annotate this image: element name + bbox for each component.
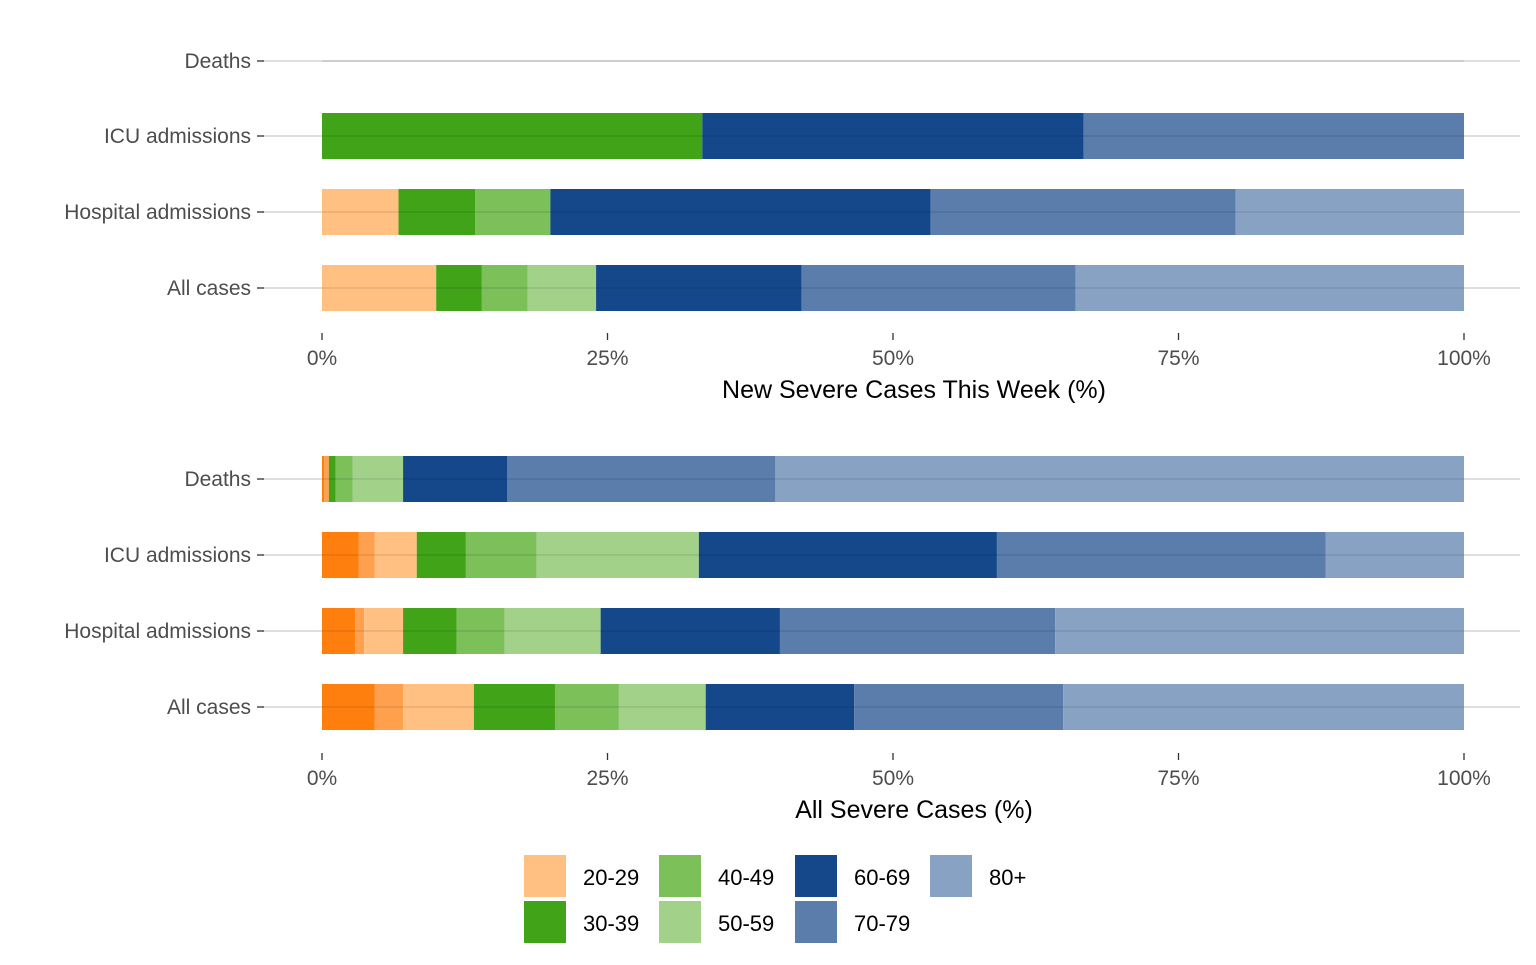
legend-swatch — [524, 855, 566, 897]
bar-segment — [1075, 265, 1464, 311]
legend-swatch — [795, 901, 837, 943]
x-axis-title: All Severe Cases (%) — [795, 796, 1033, 824]
legend-label: 80+ — [989, 865, 1026, 890]
x-tick-label: 100% — [1437, 347, 1491, 370]
bar-segment — [322, 532, 359, 578]
bar-segment — [328, 456, 336, 502]
bar-segment — [322, 113, 703, 159]
bar-segment — [322, 608, 356, 654]
bar-segment — [596, 265, 802, 311]
bar-segment — [324, 456, 329, 502]
legend-label: 70-79 — [854, 911, 910, 936]
bar-segment — [779, 608, 1056, 654]
bar-segment — [456, 608, 505, 654]
bar-segment — [854, 684, 1064, 730]
x-tick-label: 25% — [586, 767, 628, 790]
bar-segment — [1235, 189, 1464, 235]
bar-segment — [374, 684, 404, 730]
legend-label: 60-69 — [854, 865, 910, 890]
category-label: Deaths — [184, 50, 251, 73]
bar-segment — [504, 608, 601, 654]
legend-label: 40-49 — [718, 865, 774, 890]
category-label: Deaths — [184, 468, 251, 491]
x-tick-label: 50% — [872, 347, 914, 370]
bar-segment — [416, 532, 466, 578]
bar-segment — [403, 684, 474, 730]
category-label: ICU admissions — [104, 544, 251, 567]
bar-segment — [1055, 608, 1464, 654]
legend-swatch — [659, 855, 701, 897]
bar-segment — [618, 684, 706, 730]
bar-segment — [403, 608, 457, 654]
x-tick-label: 100% — [1437, 767, 1491, 790]
bar-segment — [355, 608, 365, 654]
bar-segment — [702, 113, 1084, 159]
bar-segment — [554, 684, 619, 730]
bar-segment — [374, 532, 417, 578]
bar-segment — [465, 532, 537, 578]
bar-segment — [930, 189, 1236, 235]
category-label: Hospital admissions — [64, 620, 251, 643]
bar-segment — [322, 684, 375, 730]
bar-segment — [996, 532, 1326, 578]
x-tick-label: 75% — [1157, 767, 1199, 790]
x-tick-label: 50% — [872, 767, 914, 790]
bar-segment — [698, 532, 997, 578]
bar-segment — [801, 265, 1076, 311]
x-tick-label: 75% — [1157, 347, 1199, 370]
legend-label: 20-29 — [583, 865, 639, 890]
bar-segment — [358, 532, 375, 578]
legend-swatch — [524, 901, 566, 943]
bar-segment — [705, 684, 855, 730]
legend-label: 50-59 — [718, 911, 774, 936]
category-label: Hospital admissions — [64, 201, 251, 224]
bar-segment — [352, 456, 404, 502]
legend-swatch — [659, 901, 701, 943]
category-label: All cases — [167, 696, 251, 719]
bar-segment — [335, 456, 353, 502]
bar-segment — [1325, 532, 1464, 578]
bar-segment — [475, 189, 551, 235]
bar-segment — [436, 265, 482, 311]
bar-segment — [536, 532, 699, 578]
bar-segment — [364, 608, 404, 654]
bar-segment — [322, 189, 399, 235]
bar-segment — [1083, 113, 1464, 159]
bar-segment — [322, 456, 325, 502]
bar-segment — [473, 684, 555, 730]
bar-segment — [600, 608, 780, 654]
bar-segment — [403, 456, 508, 502]
legend-swatch — [930, 855, 972, 897]
bar-segment — [527, 265, 597, 311]
bar-segment — [550, 189, 931, 235]
x-tick-label: 0% — [307, 347, 337, 370]
bar-segment — [507, 456, 776, 502]
bar-segment — [1063, 684, 1464, 730]
bar-segment — [322, 265, 437, 311]
bar-segment — [398, 189, 476, 235]
bar-segment — [775, 456, 1464, 502]
x-axis-title: New Severe Cases This Week (%) — [722, 376, 1106, 404]
category-label: All cases — [167, 277, 251, 300]
x-tick-label: 25% — [586, 347, 628, 370]
bar-segment — [481, 265, 528, 311]
legend-swatch — [795, 855, 837, 897]
x-tick-label: 0% — [307, 767, 337, 790]
category-label: ICU admissions — [104, 125, 251, 148]
legend-label: 30-39 — [583, 911, 639, 936]
